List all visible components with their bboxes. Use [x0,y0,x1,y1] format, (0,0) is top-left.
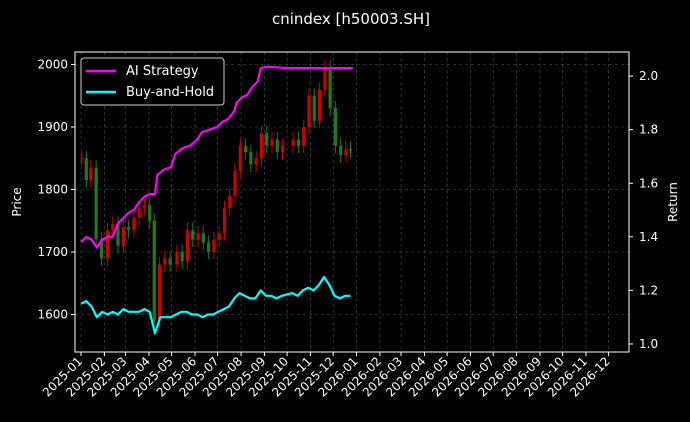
candle-body [228,195,232,209]
candle-body [163,258,167,265]
candle-body [243,145,248,152]
candle-body [175,252,179,265]
right-tick-label: 1.6 [639,176,658,190]
candle-body [328,67,332,109]
candle-body [185,230,190,262]
candle-body [348,148,353,151]
candle-body [111,223,115,231]
candle-body [137,208,141,218]
right-tick-label: 1.0 [639,337,658,351]
candle-body [89,167,93,181]
candle-body [344,148,348,156]
candle-body [339,145,343,156]
candle-body [116,223,120,246]
candle-body [217,233,221,240]
legend-label-buy-and-hold: Buy-and-Hold [126,85,214,100]
candle-body [307,95,311,127]
candle-body [222,208,227,234]
strategy-lines [80,65,353,335]
candle-body [121,227,125,246]
left-tick-label: 1600 [37,308,68,322]
candle-body [132,217,136,231]
left-tick-label: 1800 [37,183,68,197]
candle-body [265,133,269,146]
right-tick-label: 1.4 [639,230,658,244]
candle-body [280,145,285,152]
candle-body [168,258,172,265]
candle-body [191,230,195,240]
candle-body [249,152,253,165]
price-candles [80,60,353,329]
left-tick-label: 1700 [37,245,68,259]
candle-body [157,264,162,321]
candle-body [296,139,301,146]
candle-body [196,233,200,240]
right-axis-label: Return [666,182,680,222]
left-axis-label: Price [10,187,24,216]
candle-body [270,139,274,146]
candle-body [312,95,316,121]
right-axis: 1.0 1.2 1.4 1.6 1.8 2.0 [629,69,658,351]
candle-body [333,108,337,146]
legend-label-ai-strategy: AI Strategy [126,64,199,79]
candle-body [238,145,242,171]
candle-body [99,239,104,259]
candle-body [80,158,84,160]
right-tick-label: 1.2 [639,283,658,297]
legend: AI Strategy Buy-and-Hold [80,57,225,106]
chart-title: cnindex [h50003.SH] [272,10,430,28]
candle-body [148,205,152,221]
right-tick-label: 1.8 [639,123,658,137]
candle-body [180,252,184,262]
candle-body [302,127,306,146]
legend-box [80,57,225,106]
candle-body [275,139,279,152]
grid [75,52,629,352]
candle-body [142,205,147,209]
right-tick-label: 2.0 [639,69,658,83]
candle-body [317,89,322,121]
left-tick-label: 1900 [37,120,68,134]
series-line-ai-strategy [80,65,353,249]
left-axis: 1600 1700 1800 1900 2000 [37,58,75,322]
candle-body [206,242,211,252]
candle-body [152,220,156,321]
left-tick-label: 2000 [37,58,68,72]
plot-frame [74,51,630,353]
candle-body [233,170,237,196]
candle-body [212,239,216,252]
candle-body [323,67,327,90]
series-line-buy-and-hold [80,275,351,335]
candle-body [254,158,258,165]
candle-body [291,139,295,146]
candle-body [105,230,110,259]
candle-body [94,167,98,240]
candle-body [84,158,88,181]
candle-body [201,233,205,243]
candle-body [259,133,264,159]
candle-body [126,227,131,231]
